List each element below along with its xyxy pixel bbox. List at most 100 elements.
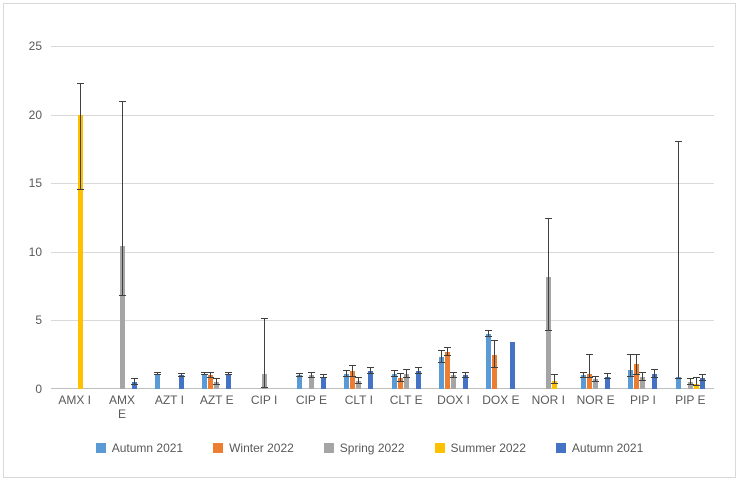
x-axis-label: CLT I — [344, 393, 373, 407]
legend-item: Summer 2022 — [434, 441, 526, 455]
y-axis-label: 10 — [28, 244, 42, 259]
chart-frame: 0 5 10 15 20 25 AMX I AMX E AZT I AZT E CIP I CIP … — [3, 3, 736, 478]
error-bar — [494, 340, 496, 369]
bar — [439, 357, 445, 389]
error-bar — [352, 365, 354, 377]
bar — [320, 376, 326, 389]
error-bar-cap — [130, 383, 138, 385]
error-bar-cap — [396, 381, 404, 383]
error-bar-cap — [118, 101, 126, 103]
error-bar-cap — [627, 375, 635, 377]
x-axis-line — [51, 388, 714, 389]
error-bar-cap — [592, 381, 600, 383]
error-bar-cap — [544, 217, 552, 219]
error-bar-cap — [355, 382, 363, 384]
x-axis-label: PIP I — [630, 393, 656, 407]
error-bar — [447, 347, 449, 357]
error-bar-cap — [414, 372, 422, 374]
error-bar — [607, 373, 609, 380]
error-bar-cap — [295, 372, 303, 374]
error-bar-cap — [604, 378, 612, 380]
bar — [445, 351, 451, 389]
error-bar-cap — [444, 346, 452, 348]
error-bar-cap — [586, 377, 594, 379]
error-bar-cap — [225, 371, 233, 373]
error-bar-cap — [367, 367, 375, 369]
error-bar — [204, 372, 206, 376]
y-axis: 0 5 10 15 20 25 — [10, 39, 46, 396]
error-bar — [547, 218, 549, 332]
bar — [492, 354, 498, 389]
error-bar-cap — [692, 385, 700, 387]
error-bar-cap — [177, 375, 185, 377]
error-bar — [121, 102, 123, 296]
error-bar-cap — [580, 371, 588, 373]
y-axis-label: 0 — [35, 382, 42, 396]
error-bar-cap — [207, 371, 215, 373]
legend-label: Autumn 2021 — [111, 441, 184, 455]
error-bar-cap — [462, 371, 470, 373]
bar — [350, 371, 356, 389]
error-bar-cap — [586, 353, 594, 355]
x-axis-label: AMX E — [109, 393, 136, 421]
error-bar-cap — [207, 377, 215, 379]
y-axis-label: 15 — [28, 176, 42, 191]
error-bar-cap — [686, 383, 694, 385]
error-bar-cap — [130, 378, 138, 380]
y-axis-label: 5 — [35, 313, 42, 328]
x-axis: AMX I AMX E AZT I AZT E CIP I CIP E CLT I CLT E… — [51, 393, 714, 423]
legend-item: Spring 2022 — [323, 441, 405, 455]
error-bar-cap — [674, 141, 682, 143]
x-axis-label: CIP E — [295, 393, 328, 407]
error-bar — [417, 368, 419, 374]
error-bar — [210, 372, 212, 379]
bar — [344, 373, 350, 389]
legend-item: Autumn 2021 — [95, 441, 184, 455]
y-axis-label: 20 — [28, 107, 42, 122]
bar — [545, 276, 551, 389]
error-bar-cap — [260, 318, 268, 320]
error-bar — [654, 369, 656, 379]
legend-label: Spring 2022 — [339, 441, 405, 455]
error-bar — [370, 368, 372, 374]
error-bar-cap — [604, 372, 612, 374]
bar — [699, 378, 705, 389]
error-bar — [453, 372, 455, 379]
legend-label: Winter 2022 — [229, 441, 294, 455]
error-bar-cap — [343, 370, 351, 372]
error-bar-cap — [633, 353, 641, 355]
bar — [451, 375, 457, 389]
error-bar — [465, 372, 467, 379]
x-axis-label: CIP I — [250, 393, 278, 407]
bar — [510, 342, 516, 389]
bar — [131, 382, 137, 389]
error-bar — [133, 379, 135, 385]
legend-item: Autumn 2021 — [555, 441, 643, 455]
error-bar-cap — [592, 375, 600, 377]
error-bar — [322, 375, 324, 379]
x-axis-label: PIP E — [675, 393, 706, 407]
x-axis-label: DOX E — [482, 393, 520, 407]
bar — [296, 375, 302, 389]
error-bar — [589, 354, 591, 379]
bar — [308, 375, 314, 389]
bar — [593, 379, 599, 389]
error-bar-cap — [307, 377, 315, 379]
error-bar-cap — [349, 375, 357, 377]
error-bar-cap — [686, 378, 694, 380]
bar — [605, 376, 611, 389]
error-bar-cap — [692, 377, 700, 379]
bar — [687, 382, 693, 389]
bar — [226, 373, 232, 389]
error-bar-cap — [444, 355, 452, 357]
error-bar-cap — [544, 330, 552, 332]
error-bar — [156, 372, 158, 376]
error-bar-cap — [118, 294, 126, 296]
error-bar — [180, 373, 182, 377]
y-axis-label: 25 — [28, 39, 42, 53]
x-axis-label: AZT I — [154, 393, 184, 407]
error-bar-cap — [343, 375, 351, 377]
error-bar-cap — [627, 353, 635, 355]
gridline — [51, 320, 714, 322]
error-bar-cap — [201, 371, 209, 373]
